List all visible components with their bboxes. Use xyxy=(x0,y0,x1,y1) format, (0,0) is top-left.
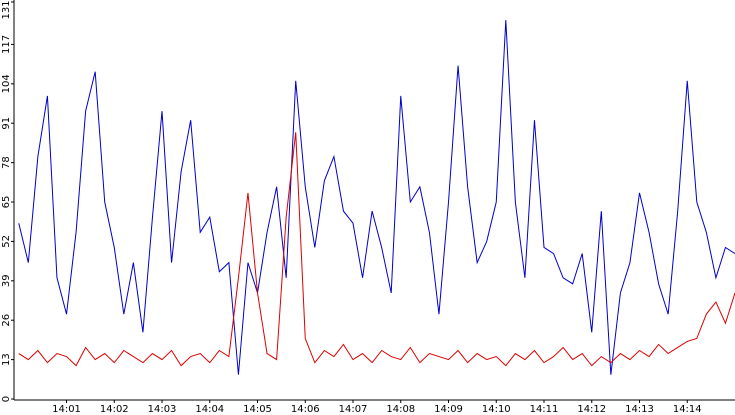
y-tick-label: 131 xyxy=(1,0,12,19)
y-tick-label: 13 xyxy=(1,353,12,366)
x-tick-label: 14:11 xyxy=(530,404,559,415)
y-tick-label: 0 xyxy=(1,396,12,402)
y-tick-label: 39 xyxy=(1,274,12,287)
x-tick-label: 14:07 xyxy=(339,404,368,415)
x-tick-label: 14:05 xyxy=(243,404,272,415)
x-tick-label: 14:14 xyxy=(673,404,702,415)
x-tick-label: 14:04 xyxy=(195,404,224,415)
y-tick-label: 26 xyxy=(1,314,12,327)
y-tick-label: 104 xyxy=(1,74,12,93)
y-tick-label: 52 xyxy=(1,235,12,248)
y-tick-label: 78 xyxy=(1,156,12,169)
y-tick-label: 117 xyxy=(1,35,12,54)
x-tick-label: 14:10 xyxy=(482,404,511,415)
x-tick-label: 14:02 xyxy=(100,404,129,415)
y-tick-label: 91 xyxy=(1,117,12,130)
y-tick-label: 65 xyxy=(1,196,12,209)
series-line xyxy=(18,132,735,367)
x-tick-label: 14:06 xyxy=(291,404,320,415)
x-tick-label: 14:09 xyxy=(434,404,463,415)
x-tick-label: 14:01 xyxy=(52,404,81,415)
x-tick-label: 14:03 xyxy=(148,404,177,415)
x-tick-label: 14:08 xyxy=(386,404,415,415)
x-tick-label: 14:13 xyxy=(625,404,654,415)
x-tick-label: 14:12 xyxy=(577,404,606,415)
series-line xyxy=(18,20,735,375)
